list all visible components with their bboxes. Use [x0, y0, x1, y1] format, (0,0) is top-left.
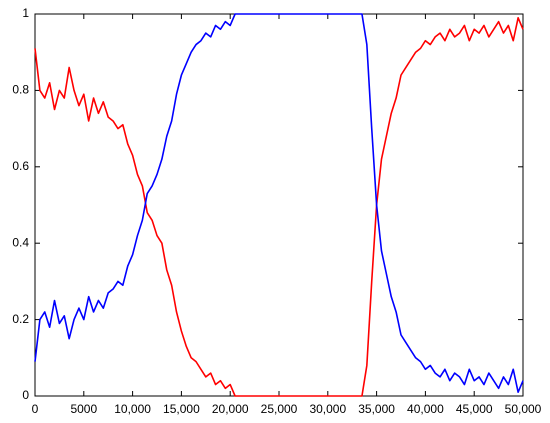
data-line [34, 13, 524, 393]
x-tick-label: 30,000 [309, 402, 346, 416]
x-tick-label: 10,000 [114, 402, 151, 416]
x-tick-label: 15,000 [163, 402, 200, 416]
y-tick-label: 0.8 [12, 83, 29, 97]
plot-frame [34, 13, 524, 397]
x-tick-label: 0 [32, 402, 39, 416]
y-tick-label: 0.4 [12, 235, 29, 249]
data-line [34, 17, 524, 397]
y-tick-label: 0.6 [12, 159, 29, 173]
x-tick-label: 20,000 [212, 402, 249, 416]
y-tick-label: 1 [22, 6, 29, 20]
x-tick-label: 35,000 [358, 402, 395, 416]
y-tick-label: 0.2 [12, 312, 29, 326]
y-tick-label: 0 [22, 388, 29, 402]
x-tick-label: 5000 [70, 402, 97, 416]
x-tick-label: 40,000 [407, 402, 444, 416]
x-tick-label: 45,000 [456, 402, 493, 416]
x-tick-label: 25,000 [261, 402, 298, 416]
x-tick-label: 50,000 [505, 402, 542, 416]
